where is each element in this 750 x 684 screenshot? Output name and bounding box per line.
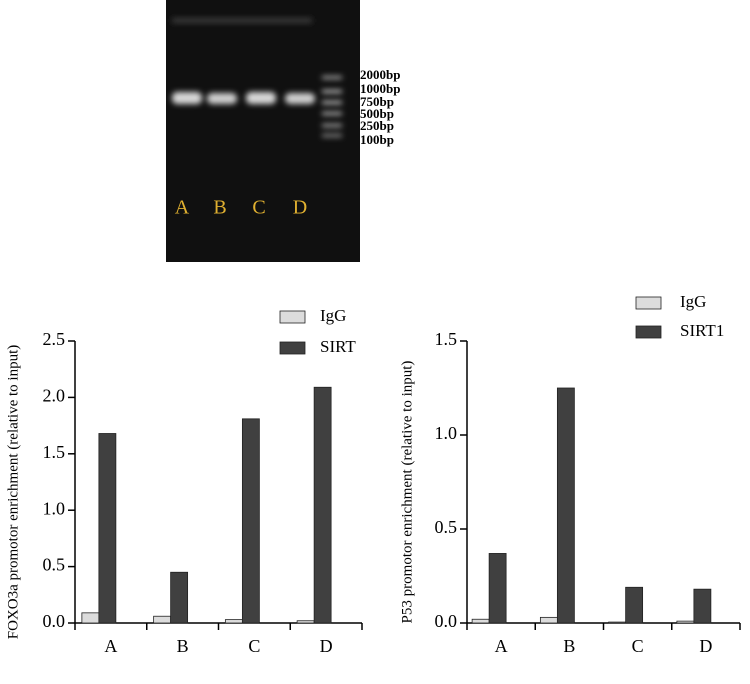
lane-label: C — [252, 197, 265, 219]
bar — [625, 586, 644, 624]
gel-bands — [172, 18, 342, 137]
bar — [81, 612, 100, 624]
y-tick-label: 2.5 — [43, 329, 66, 349]
bar — [539, 616, 558, 624]
y-axis-label: FOXO3a promotor enrichment (relative to … — [5, 345, 21, 640]
bar — [556, 387, 575, 624]
bar — [693, 588, 712, 624]
x-tick-label: B — [177, 636, 189, 656]
y-tick-label: 1.5 — [435, 329, 458, 349]
x-tick-label: A — [495, 636, 508, 656]
ladder-label: 250bp — [360, 118, 394, 133]
y-tick-label: 1.0 — [435, 423, 458, 443]
gel-image — [166, 0, 360, 262]
bar — [98, 433, 117, 624]
lane-label: B — [213, 197, 226, 219]
bar — [676, 620, 695, 624]
x-tick-label: D — [699, 636, 712, 656]
legend-swatch — [279, 310, 306, 324]
y-tick-label: 2.0 — [43, 386, 66, 406]
bar — [153, 615, 172, 624]
legend-swatch — [635, 296, 662, 310]
lane-label: D — [293, 197, 307, 219]
gel-background — [166, 0, 360, 262]
ladder-label: 100bp — [360, 132, 394, 147]
bar — [488, 553, 507, 624]
bar — [296, 620, 315, 624]
y-tick-label: 0.0 — [435, 611, 458, 631]
bar — [313, 386, 332, 624]
ladder-label: 750bp — [360, 94, 394, 109]
ladder-label: 500bp — [360, 106, 394, 121]
legend-swatch — [635, 325, 662, 339]
legend-label: IgG — [320, 306, 346, 325]
x-tick-label: B — [563, 636, 575, 656]
y-tick-label: 1.5 — [43, 442, 66, 462]
legend-label: SIRT — [320, 337, 356, 356]
legend-label: SIRT1 — [680, 321, 724, 340]
x-tick-label: D — [320, 636, 333, 656]
y-axis-label: P53 promotor enrichment (relative to inp… — [399, 361, 415, 624]
bar — [471, 618, 490, 624]
ladder-label: 1000bp — [360, 81, 400, 96]
legend-swatch — [279, 341, 306, 355]
legend-label: IgG — [680, 292, 706, 311]
lane-label: A — [175, 197, 190, 219]
y-tick-label: 0.0 — [43, 611, 66, 631]
ladder-label: 2000bp — [360, 67, 400, 82]
bar — [608, 621, 627, 624]
x-tick-label: C — [632, 636, 644, 656]
y-tick-label: 1.0 — [43, 498, 66, 518]
y-tick-label: 0.5 — [43, 555, 66, 575]
x-tick-label: A — [104, 636, 117, 656]
x-tick-label: C — [248, 636, 260, 656]
bar — [241, 418, 260, 624]
bar — [170, 571, 189, 624]
bar — [224, 619, 243, 624]
y-tick-label: 0.5 — [435, 517, 458, 537]
